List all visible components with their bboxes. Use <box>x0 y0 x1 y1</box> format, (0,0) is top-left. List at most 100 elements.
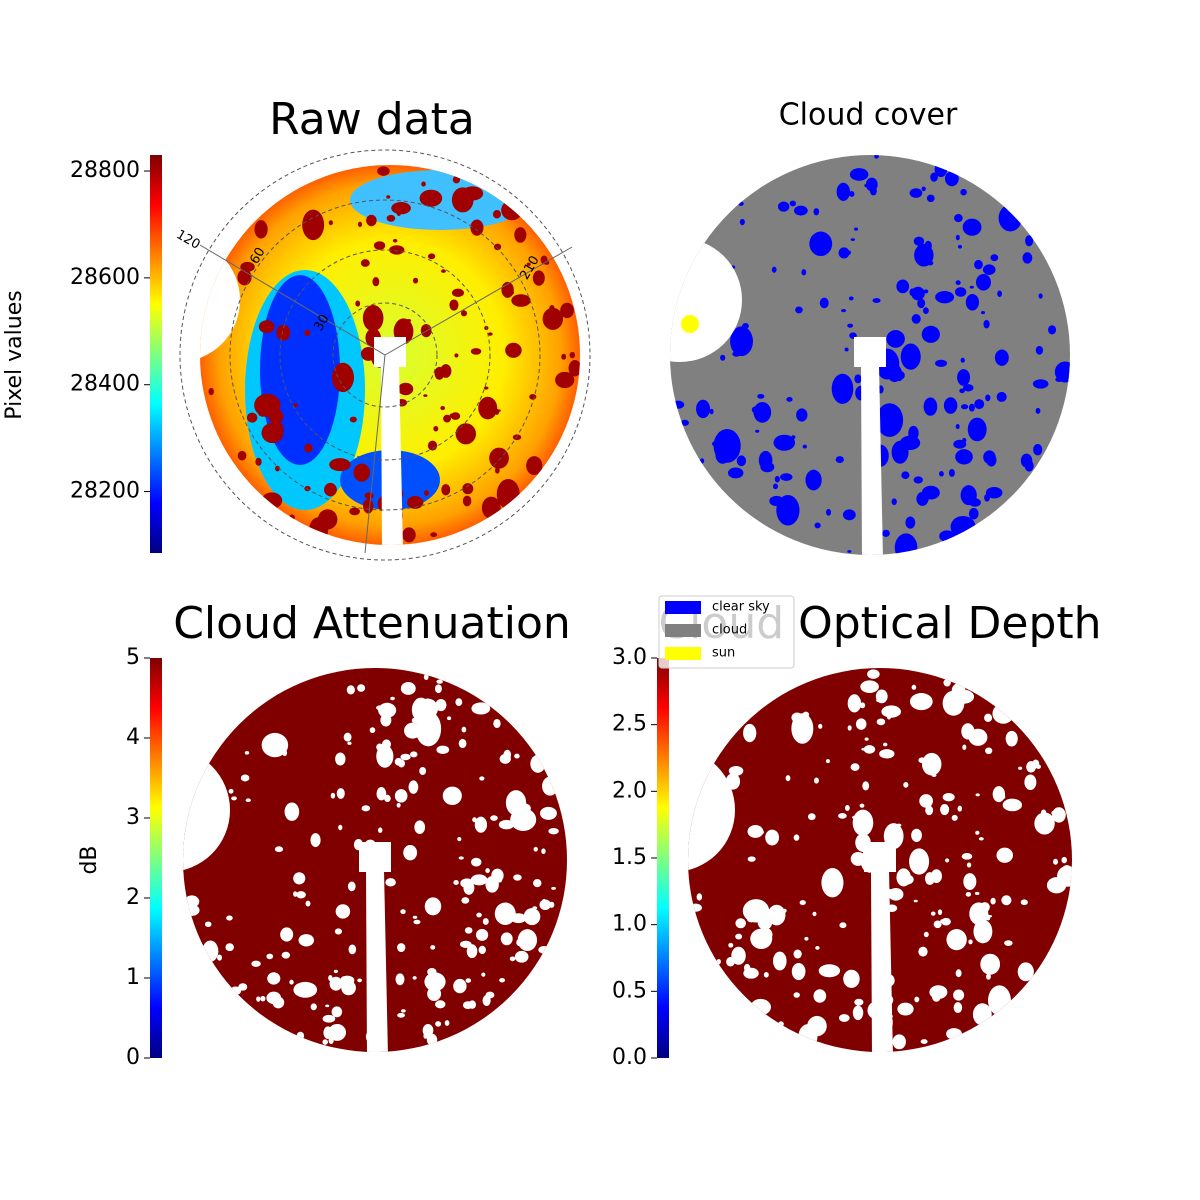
blob <box>974 1009 980 1017</box>
blob <box>849 190 855 197</box>
blob <box>464 927 473 934</box>
blob <box>397 759 406 768</box>
panel-title: Raw data <box>269 94 475 145</box>
blob <box>992 786 1006 803</box>
blob <box>328 1024 347 1041</box>
blob <box>400 682 416 695</box>
blob <box>727 467 744 479</box>
legend-swatch <box>665 647 701 660</box>
sky-image <box>688 668 1072 1052</box>
blob <box>793 949 802 959</box>
blob <box>403 845 418 861</box>
blob <box>980 310 985 315</box>
blob <box>960 404 969 410</box>
blob <box>487 332 493 336</box>
blob <box>919 794 933 808</box>
blob <box>848 296 854 301</box>
blob <box>935 359 948 367</box>
legend-label: clear sky <box>712 600 770 615</box>
blob <box>838 813 847 819</box>
blob <box>414 820 426 835</box>
blob <box>478 945 486 955</box>
blob <box>261 732 289 758</box>
blob <box>842 509 856 521</box>
blob <box>542 898 547 905</box>
blob <box>886 330 905 348</box>
blob <box>974 891 980 895</box>
blob <box>376 787 387 801</box>
blob <box>859 803 865 808</box>
blob <box>455 423 477 445</box>
blob <box>911 684 917 690</box>
colorbar-tick-label: 3.0 <box>612 645 647 670</box>
blob <box>217 954 222 961</box>
polar-spoke <box>199 244 386 356</box>
blob <box>514 950 529 963</box>
blob <box>322 1039 328 1045</box>
blob <box>293 891 298 897</box>
blob <box>296 891 306 899</box>
blob <box>850 763 860 771</box>
blob <box>859 702 866 709</box>
blob <box>453 879 459 886</box>
sky-mask <box>700 1032 720 1052</box>
blob <box>450 412 461 420</box>
blob <box>979 902 990 913</box>
polar-label: 60 <box>247 245 268 267</box>
center-mask <box>864 842 896 872</box>
blob <box>728 942 734 948</box>
blob <box>969 285 974 289</box>
blob <box>470 348 482 355</box>
blob <box>462 1001 473 1010</box>
blob <box>398 382 414 396</box>
blob <box>990 491 997 498</box>
blob <box>962 744 967 750</box>
blob <box>377 166 390 176</box>
sky-image <box>183 668 567 1052</box>
blob <box>879 749 895 759</box>
sky-mask <box>690 535 710 555</box>
colorbar-tick-label: 4 <box>126 725 140 750</box>
blob <box>905 516 916 529</box>
blob <box>965 892 972 897</box>
blob <box>483 503 489 510</box>
blob <box>430 532 438 538</box>
blob <box>955 234 960 241</box>
blob <box>965 293 980 311</box>
blob <box>945 858 950 863</box>
blob <box>452 175 461 184</box>
blob <box>778 1021 784 1027</box>
blob <box>202 940 219 962</box>
blob <box>963 384 974 392</box>
blob <box>771 266 777 273</box>
blob <box>349 416 357 423</box>
blob <box>538 946 550 954</box>
wedge-mask <box>381 365 403 545</box>
blob <box>818 723 823 729</box>
blob <box>293 872 306 885</box>
blob <box>390 696 395 701</box>
blob <box>751 406 760 414</box>
blob <box>346 685 355 695</box>
blob <box>494 902 516 925</box>
blob <box>978 837 984 841</box>
blob <box>322 1014 336 1023</box>
blob <box>334 928 343 935</box>
blob <box>475 929 489 941</box>
blob <box>435 698 447 712</box>
blob <box>254 220 268 239</box>
blob <box>818 964 841 978</box>
blob <box>757 829 764 835</box>
blob <box>204 921 212 928</box>
blob <box>396 802 401 808</box>
blob <box>1048 325 1057 335</box>
blob <box>855 852 860 857</box>
blob <box>801 269 807 276</box>
blob <box>304 443 313 453</box>
blob <box>799 900 806 906</box>
blob <box>298 934 315 947</box>
blob <box>228 788 234 794</box>
blob <box>364 492 374 500</box>
blob <box>807 1015 827 1037</box>
blob <box>423 394 428 397</box>
